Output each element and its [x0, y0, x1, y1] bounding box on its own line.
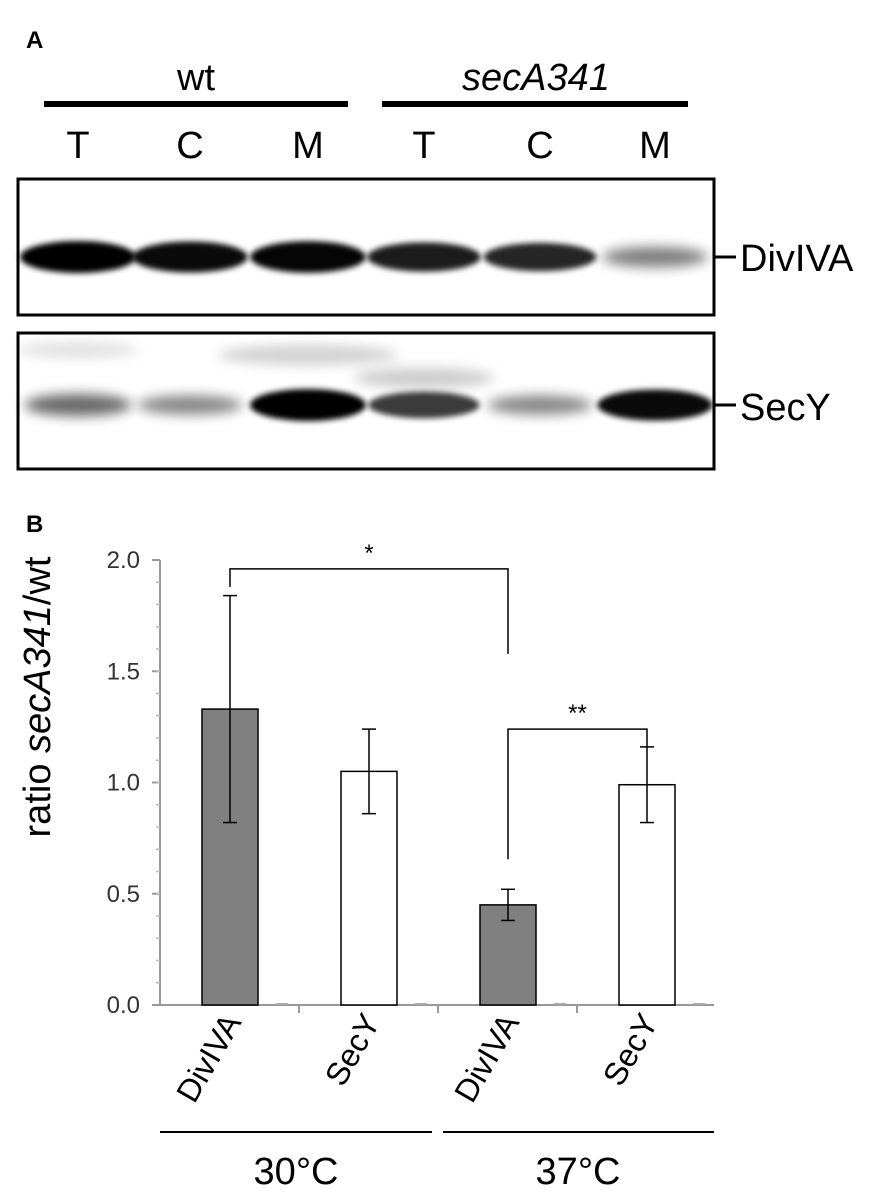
significance-label: ** [568, 700, 587, 727]
band-smear [218, 345, 398, 365]
significance-label: * [364, 540, 373, 567]
group-label-wt: wt [176, 57, 215, 99]
panel-a-letter: A [26, 27, 43, 54]
y-tick-label: 1.5 [107, 658, 140, 685]
blot-label-secY: SecY [740, 387, 831, 429]
lane-label: M [292, 125, 324, 167]
lane-label: T [412, 125, 435, 167]
band [250, 389, 366, 421]
blot-label-divIVA: DivIVA [740, 238, 854, 280]
bars [201, 594, 705, 1006]
blot-frame-divIVA [16, 177, 716, 317]
band-smear [354, 368, 494, 388]
band [20, 241, 136, 273]
lane-label: C [176, 125, 203, 167]
x-tick-label: SecY [318, 1008, 387, 1092]
band [487, 395, 593, 415]
band [132, 241, 248, 273]
y-axis-label: ratio secA341/wt [17, 556, 59, 837]
x-tick-label: SecY [596, 1008, 665, 1092]
y-tick-label: 2.0 [107, 547, 140, 574]
group-label-seca341: secA341 [462, 57, 610, 99]
band [597, 389, 713, 421]
y-ticks: 0.0 0.5 1.0 1.5 2.0 [107, 547, 578, 1019]
band [24, 393, 132, 417]
y-tick-label: 0.0 [107, 992, 140, 1019]
band [137, 395, 243, 415]
significance-bracket [507, 728, 648, 860]
group-label-30C: 30°C [254, 1151, 339, 1193]
bar [618, 783, 676, 1006]
bands-secY [18, 342, 713, 421]
band [368, 391, 480, 419]
group-label-37C: 37°C [536, 1151, 621, 1193]
band [367, 242, 481, 272]
y-tick-label: 0.5 [107, 881, 140, 908]
lane-label: T [66, 125, 89, 167]
x-tick-labels: DivIVA SecY DivIVA SecY [169, 1007, 665, 1108]
x-tick-label: DivIVA [447, 1007, 526, 1108]
band [250, 241, 366, 273]
significance-bracket [229, 568, 509, 654]
x-tick-label: DivIVA [169, 1007, 248, 1108]
significance-brackets: *** [229, 540, 648, 860]
band-smear [18, 342, 138, 358]
band [483, 242, 597, 272]
lane-label: C [526, 125, 553, 167]
band [602, 246, 708, 268]
bands-divIVA [20, 241, 708, 273]
lane-label: M [639, 125, 671, 167]
y-tick-label: 1.0 [107, 770, 140, 797]
panel-b-letter: B [26, 511, 43, 538]
